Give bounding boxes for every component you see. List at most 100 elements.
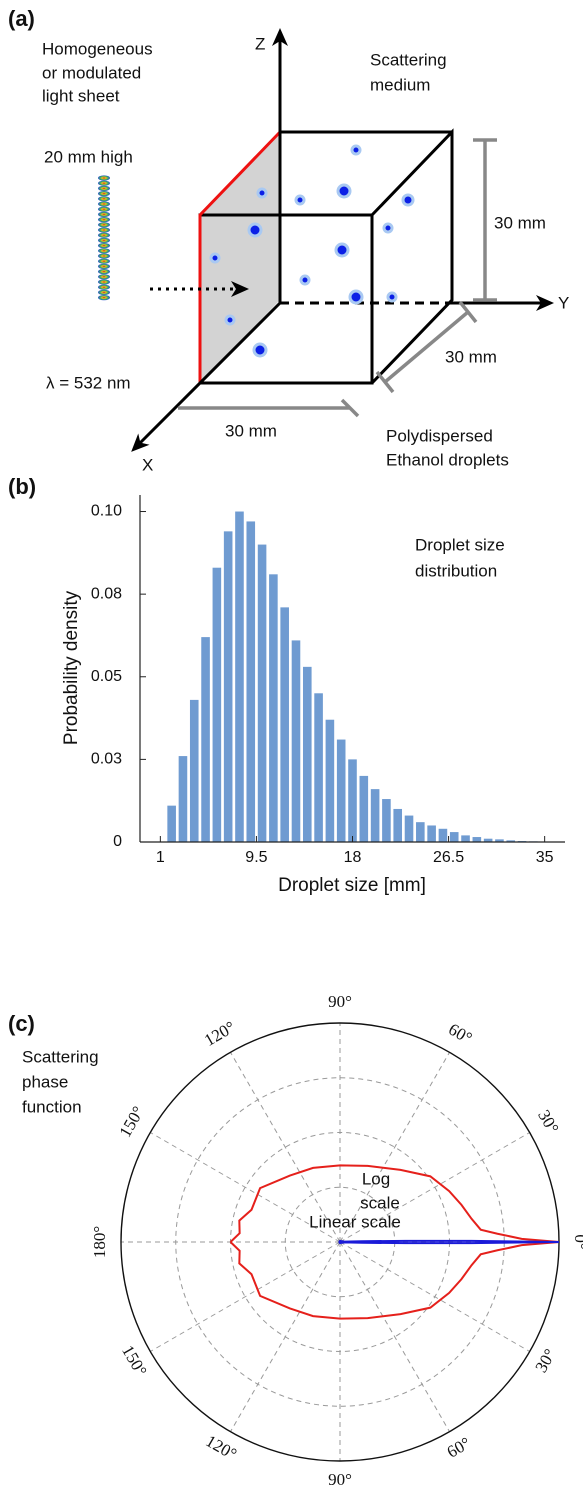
y-tick-label: 0.10 <box>91 503 122 520</box>
light-sheet-spot <box>98 289 110 295</box>
x-tick-label: 18 <box>344 849 362 866</box>
polar-curve <box>338 1239 560 1243</box>
panel-a: (a) Homogeneous or modulated light sheet… <box>8 6 569 475</box>
axis-name: Z <box>255 34 265 53</box>
light-sheet-spot <box>98 274 110 280</box>
light-sheet <box>98 175 110 301</box>
bar <box>416 822 425 842</box>
bar <box>449 832 459 842</box>
annotation: Log <box>362 1169 390 1188</box>
bar <box>427 825 436 842</box>
light-sheet-spot <box>98 279 110 285</box>
x-tick-label: 26.5 <box>433 849 464 866</box>
grid-circle <box>284 1186 396 1298</box>
droplet <box>209 252 221 264</box>
dimension-bar <box>178 398 360 418</box>
x-axis-label: Droplet size [mm] <box>278 875 426 896</box>
annotation: Linear scale <box>309 1212 401 1231</box>
droplets-text: Ethanol droplets <box>386 450 509 469</box>
light-sheet-spot <box>98 284 110 290</box>
bar <box>189 699 199 842</box>
droplet <box>401 193 415 207</box>
bar <box>438 828 448 842</box>
panel-label: (a) <box>8 6 35 31</box>
light-sheet-spot <box>98 295 110 301</box>
bar <box>472 837 482 842</box>
light-sheet-spot <box>98 248 110 254</box>
light-sheet-spot <box>98 222 110 228</box>
droplet <box>294 194 306 206</box>
axis-name: Y <box>558 293 569 312</box>
droplet <box>256 187 268 199</box>
droplet <box>334 242 350 258</box>
medium-text: medium <box>370 75 430 94</box>
annotation: distribution <box>415 561 497 580</box>
theta-tick-label: 0° <box>571 1234 583 1249</box>
bar <box>178 756 188 842</box>
y-axis-label: Probability density <box>61 590 82 745</box>
bar <box>359 775 369 842</box>
cube <box>198 128 454 385</box>
theta-tick-label: 150° <box>118 1342 151 1379</box>
annotation: Droplet size <box>415 535 505 554</box>
bar <box>382 799 391 842</box>
bar <box>370 789 380 842</box>
bar <box>167 805 176 842</box>
chart-title: Scattering <box>22 1047 99 1066</box>
droplet <box>386 291 398 303</box>
grid-spoke <box>339 1241 450 1432</box>
droplet <box>348 289 364 305</box>
x-tick-label: 9.5 <box>245 849 267 866</box>
light-sheet-spot <box>98 185 110 191</box>
height-text: 20 mm high <box>44 147 133 166</box>
panel-b: (b) Droplet size distribution Droplet si… <box>8 474 565 896</box>
panel-label: (c) <box>8 1011 35 1036</box>
bar <box>495 839 504 842</box>
droplet <box>299 274 311 286</box>
bar <box>348 759 357 842</box>
dimension-bar <box>473 138 497 302</box>
droplet <box>252 342 268 358</box>
panel-label: (b) <box>8 474 36 499</box>
entry-face-edge <box>198 130 282 383</box>
bar <box>336 739 346 842</box>
bar <box>201 637 210 842</box>
bar <box>325 719 335 842</box>
theta-tick-label: 30° <box>531 1346 559 1376</box>
droplet <box>247 222 263 238</box>
polar-curve <box>229 1164 560 1243</box>
theta-tick-label: 60° <box>444 1433 474 1461</box>
cube-edge <box>370 128 454 385</box>
bar <box>461 835 470 842</box>
light-sheet-text: light sheet <box>42 86 120 105</box>
x-tick-label: 35 <box>536 849 554 866</box>
bar <box>280 607 289 842</box>
light-sheet-spot <box>98 211 110 217</box>
droplet <box>382 222 394 234</box>
light-sheet-spot <box>98 217 110 223</box>
theta-tick-label: 120° <box>201 1017 238 1050</box>
bar <box>269 574 278 842</box>
light-sheet-spot <box>98 258 110 264</box>
light-sheet-spot <box>98 263 110 269</box>
droplet <box>336 183 352 199</box>
y-tick-label: 0.05 <box>91 668 122 685</box>
x-axis <box>131 301 282 452</box>
light-sheet-spot <box>98 175 110 181</box>
wavelength-text: λ = 532 nm <box>46 373 131 392</box>
theta-tick-label: 30° <box>534 1107 562 1137</box>
theta-tick-label: 90° <box>328 992 352 1011</box>
axis-name: X <box>142 455 153 474</box>
bar <box>404 815 414 842</box>
bar <box>257 544 267 842</box>
panel-c: (c) Scattering phase function 0° 30° 60° 90… <box>8 992 583 1489</box>
droplets <box>209 144 415 358</box>
bar <box>393 808 403 842</box>
medium-text: Scattering <box>370 50 447 69</box>
bar <box>235 511 244 842</box>
bar <box>506 840 516 842</box>
droplet <box>224 314 236 326</box>
theta-tick-label: 90° <box>328 1470 352 1489</box>
light-sheet-text: Homogeneous <box>42 39 153 58</box>
